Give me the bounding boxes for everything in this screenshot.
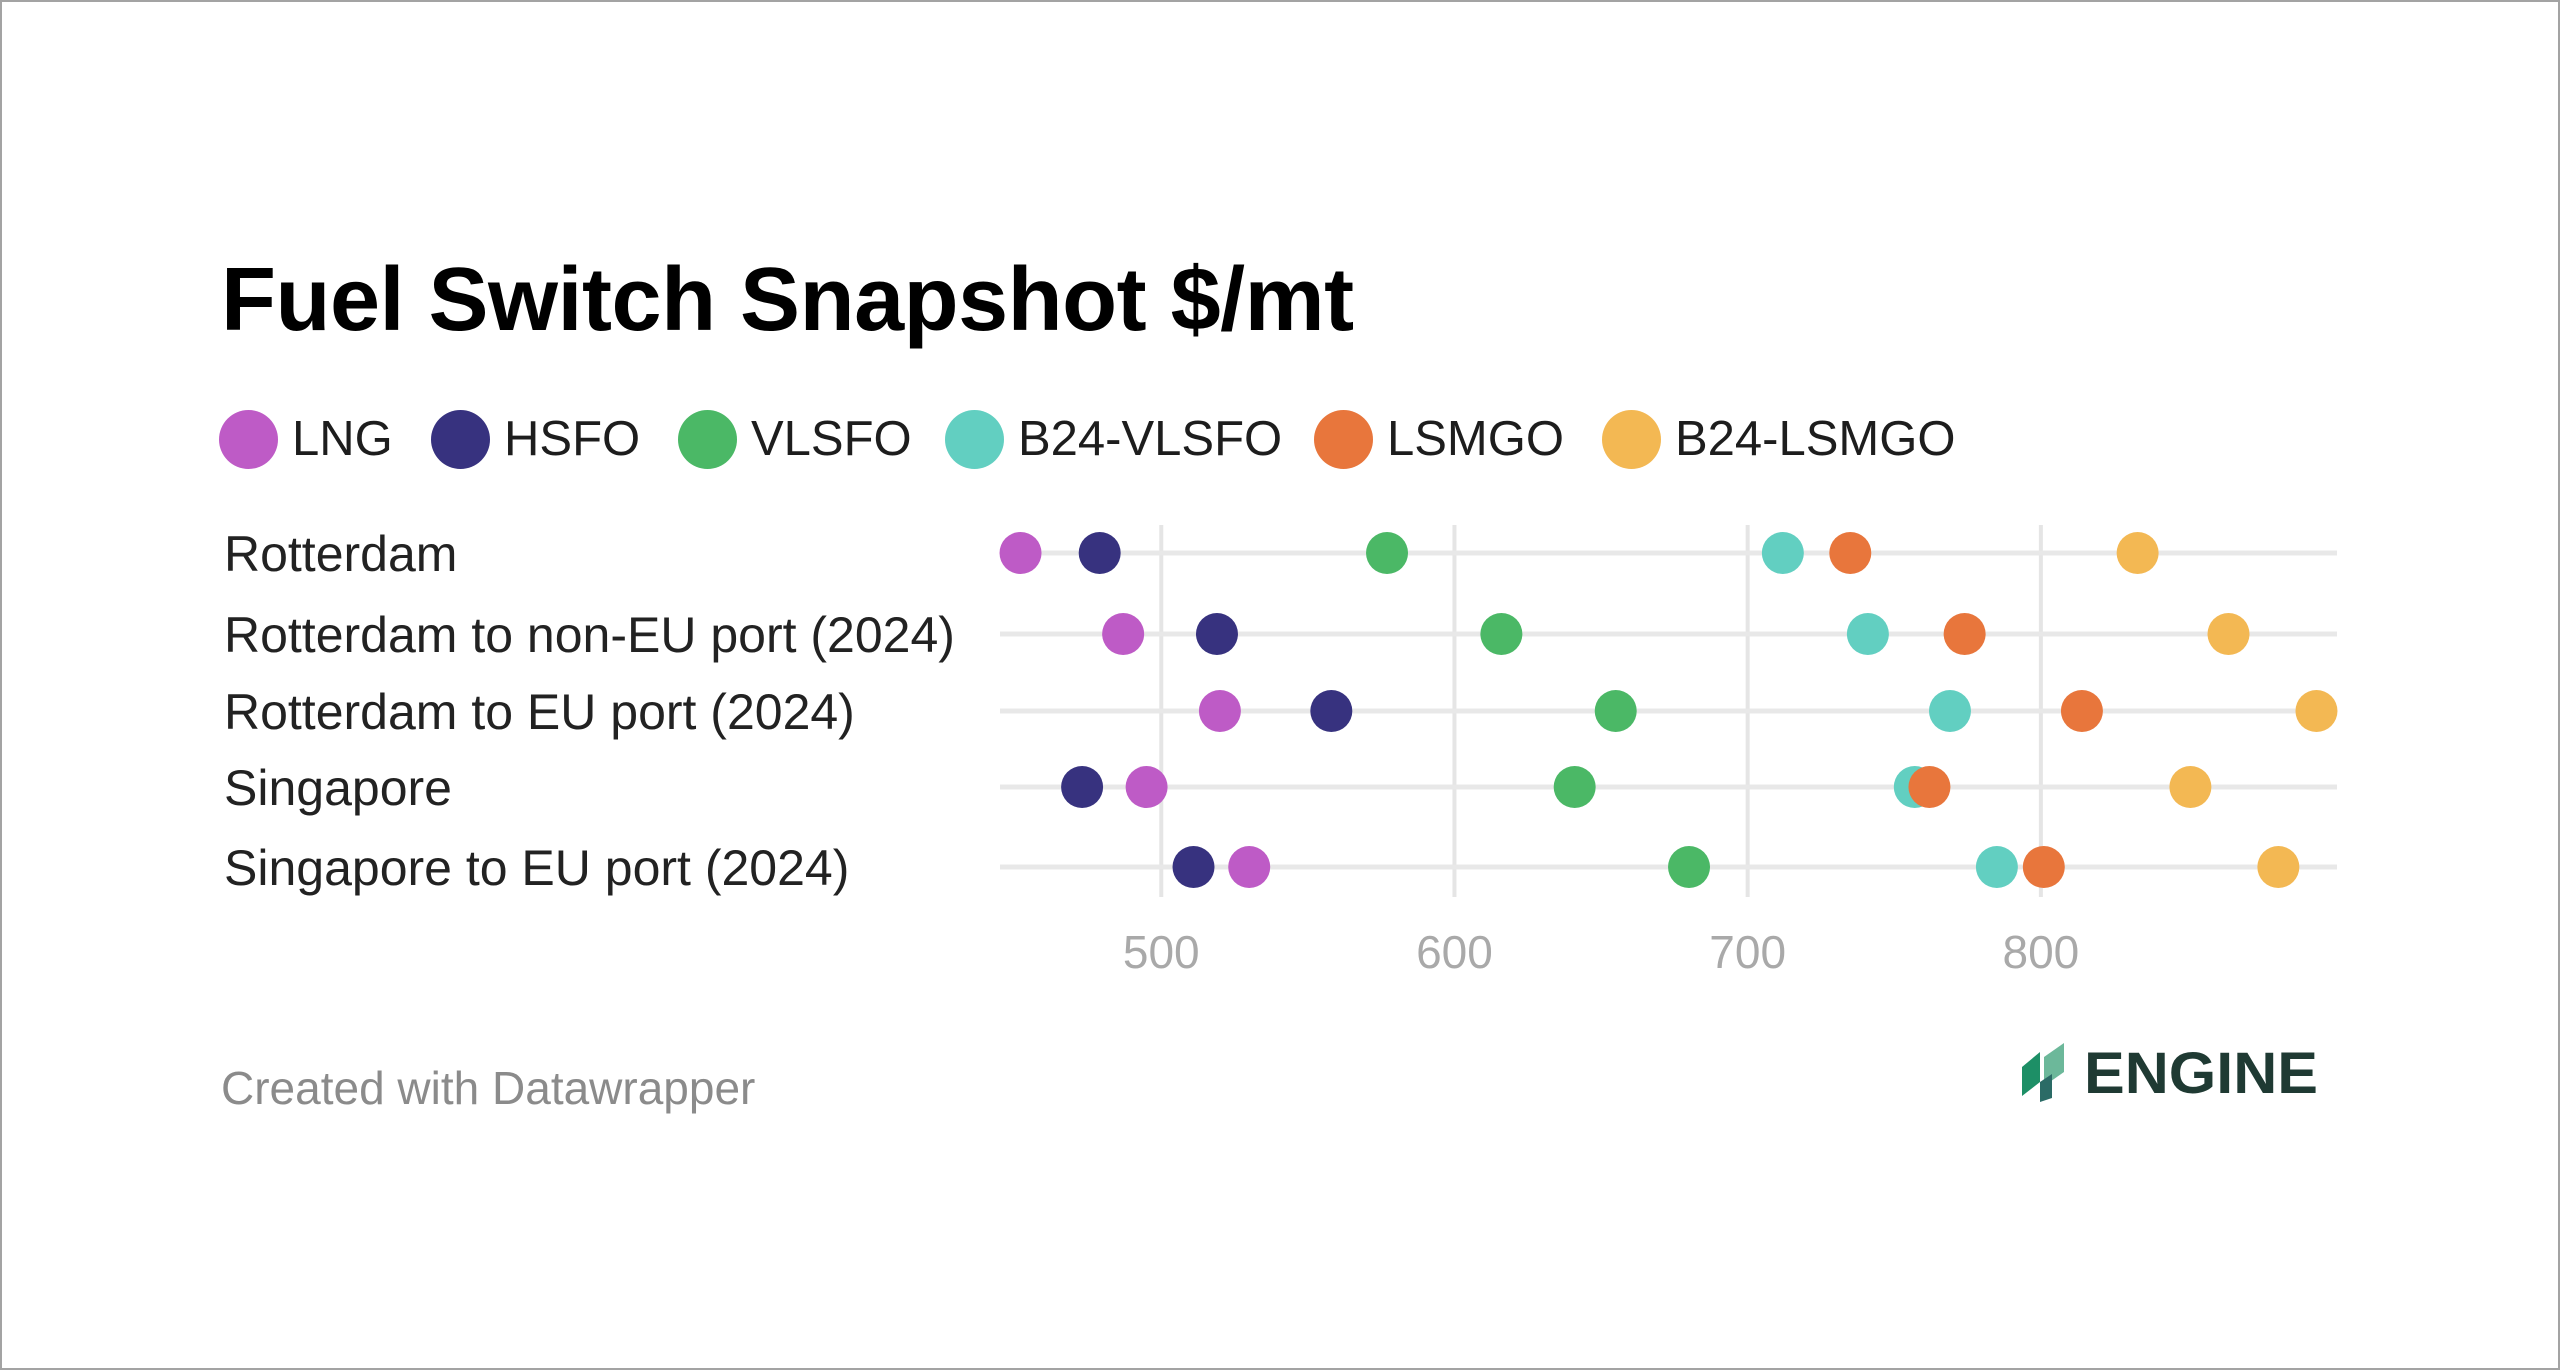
dot-b24-vlsfo-rotterdam bbox=[1761, 532, 1804, 574]
legend-swatch-vlsfo bbox=[678, 409, 737, 469]
row-label: Rotterdam to EU port (2024) bbox=[224, 684, 855, 740]
dot-b24-vlsfo-singapore-to-eu-port-2024 bbox=[1975, 846, 2018, 888]
legend-item-lsmgo: LSMGO bbox=[1314, 409, 1564, 469]
dot-vlsfo-rotterdam bbox=[1366, 532, 1409, 574]
x-tick-label: 600 bbox=[1416, 926, 1493, 978]
dot-b24-lsmgo-singapore-to-eu-port-2024 bbox=[2257, 846, 2300, 888]
engine-logo: ENGINE bbox=[2022, 1041, 2318, 1102]
dot-vlsfo-rotterdam-to-eu-port-2024 bbox=[1594, 690, 1637, 732]
legend-label-b24-lsmgo: B24-LSMGO bbox=[1675, 412, 1956, 466]
dot-hsfo-singapore bbox=[1061, 766, 1104, 808]
legend-swatch-b24-vlsfo bbox=[945, 409, 1004, 469]
legend-swatch-hsfo bbox=[431, 409, 490, 469]
dot-lng-rotterdam bbox=[999, 532, 1042, 574]
row-label: Singapore bbox=[224, 760, 452, 816]
dot-lng-rotterdam-to-eu-port-2024 bbox=[1198, 690, 1241, 732]
legend-label-hsfo: HSFO bbox=[504, 412, 641, 466]
dot-b24-lsmgo-rotterdam-to-eu-port-2024 bbox=[2295, 690, 2338, 732]
legend-label-b24-vlsfo: B24-VLSFO bbox=[1018, 412, 1283, 466]
legend-item-hsfo: HSFO bbox=[431, 409, 640, 469]
row-label: Rotterdam bbox=[224, 526, 457, 582]
dot-vlsfo-singapore-to-eu-port-2024 bbox=[1668, 846, 1711, 888]
dot-b24-lsmgo-singapore bbox=[2169, 766, 2212, 808]
dot-b24-vlsfo-rotterdam-to-eu-port-2024 bbox=[1928, 690, 1971, 732]
logo-leaf-teal bbox=[2040, 1074, 2052, 1102]
legend-swatch-lsmgo bbox=[1314, 409, 1373, 469]
logo-leaf-dark bbox=[2022, 1052, 2040, 1096]
dot-lsmgo-rotterdam bbox=[1829, 532, 1872, 574]
legend-label-lsmgo: LSMGO bbox=[1387, 412, 1564, 466]
row-label: Rotterdam to non-EU port (2024) bbox=[224, 607, 955, 663]
legend-item-vlsfo: VLSFO bbox=[678, 409, 912, 469]
dot-lsmgo-singapore-to-eu-port-2024 bbox=[2022, 846, 2065, 888]
dot-vlsfo-singapore bbox=[1553, 766, 1596, 808]
x-tick-label: 700 bbox=[1709, 926, 1786, 978]
legend-item-b24-lsmgo: B24-LSMGO bbox=[1602, 409, 1955, 469]
dot-hsfo-rotterdam-to-eu-port-2024 bbox=[1310, 690, 1353, 732]
legend-item-b24-vlsfo: B24-VLSFO bbox=[945, 409, 1282, 469]
dot-lsmgo-rotterdam-to-eu-port-2024 bbox=[2060, 690, 2103, 732]
logo-leaf-light bbox=[2044, 1043, 2064, 1086]
dot-lsmgo-singapore bbox=[1908, 766, 1951, 808]
legend-item-lng: LNG bbox=[219, 409, 393, 469]
x-tick-label: 500 bbox=[1123, 926, 1200, 978]
dot-vlsfo-rotterdam-to-non-eu-port-2024 bbox=[1480, 613, 1523, 655]
x-axis-ticks: 500 600 700 800 bbox=[1123, 926, 2079, 978]
dot-lng-singapore-to-eu-port-2024 bbox=[1228, 846, 1271, 888]
legend-label-vlsfo: VLSFO bbox=[751, 412, 912, 466]
data-dots bbox=[999, 532, 2338, 888]
footer-credit: Created with Datawrapper bbox=[221, 1062, 756, 1114]
dot-b24-lsmgo-rotterdam-to-non-eu-port-2024 bbox=[2207, 613, 2250, 655]
dot-hsfo-singapore-to-eu-port-2024 bbox=[1172, 846, 1215, 888]
legend-swatch-b24-lsmgo bbox=[1602, 409, 1661, 469]
dot-lsmgo-rotterdam-to-non-eu-port-2024 bbox=[1943, 613, 1986, 655]
dot-lng-rotterdam-to-non-eu-port-2024 bbox=[1102, 613, 1145, 655]
dot-b24-vlsfo-rotterdam-to-non-eu-port-2024 bbox=[1846, 613, 1889, 655]
dot-b24-lsmgo-rotterdam bbox=[2116, 532, 2159, 574]
row-label: Singapore to EU port (2024) bbox=[224, 840, 849, 896]
legend-swatch-lng bbox=[219, 409, 278, 469]
chart-title: Fuel Switch Snapshot $/mt bbox=[221, 250, 1354, 350]
dot-hsfo-rotterdam-to-non-eu-port-2024 bbox=[1195, 613, 1238, 655]
x-tick-label: 800 bbox=[2002, 926, 2079, 978]
engine-logo-wordmark: ENGINE bbox=[2084, 1041, 2318, 1102]
legend-label-lng: LNG bbox=[292, 412, 393, 466]
row-labels: Rotterdam Rotterdam to non-EU port (2024)… bbox=[224, 526, 955, 896]
engine-logo-mark-icon bbox=[2022, 1043, 2064, 1102]
dot-hsfo-rotterdam bbox=[1078, 532, 1121, 574]
dot-lng-singapore bbox=[1125, 766, 1168, 808]
